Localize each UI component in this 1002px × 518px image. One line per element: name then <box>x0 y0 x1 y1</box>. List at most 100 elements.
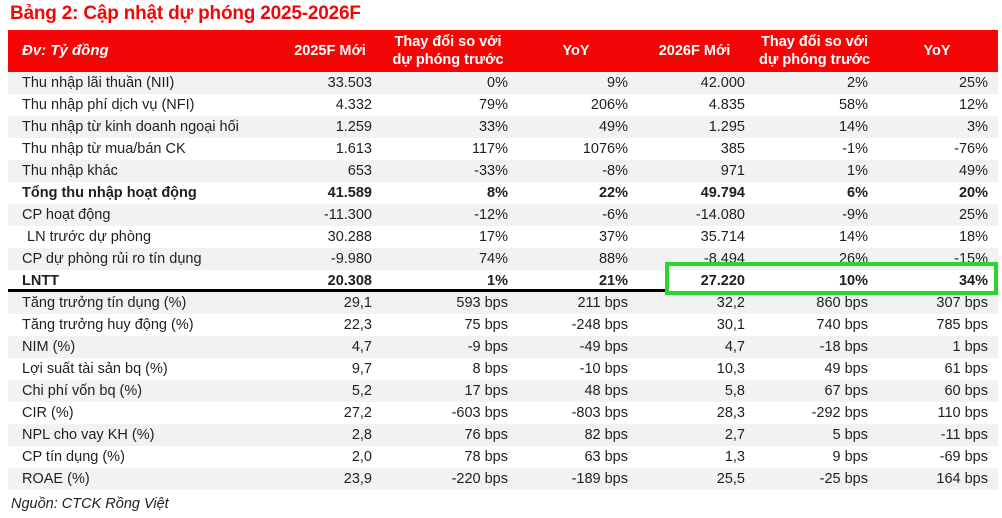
row-label: Thu nhập lãi thuần (NII) <box>22 75 175 91</box>
header-row: Đv: Tỷ đồng 2025F Mới Thay đổi so với dự… <box>8 30 998 72</box>
column-header-change-vs-prev-2: Thay đổi so với dự phóng trước <box>753 30 876 72</box>
cell-change-vs-prev-1: -9 bps <box>467 339 508 355</box>
cell-2026f-new: 4.835 <box>708 97 745 113</box>
cell-change-vs-prev-1: 17 bps <box>464 383 508 399</box>
cell-2025f-new: 30.288 <box>327 229 372 245</box>
cell-change-vs-prev-1: 79% <box>478 97 508 113</box>
cell-change-vs-prev-1: -220 bps <box>451 471 508 487</box>
cell-yoy-1: -10 bps <box>579 361 628 377</box>
cell-yoy-1: -248 bps <box>571 317 628 333</box>
cell-yoy-2: -11 bps <box>940 427 988 443</box>
row-label: Thu nhập từ kinh doanh ngoại hối <box>22 119 239 135</box>
cell-change-vs-prev-1: 74% <box>478 251 508 267</box>
cell-2025f-new: 23,9 <box>343 471 372 487</box>
cell-yoy-2: 164 bps <box>936 471 988 487</box>
forecast-table-grid: Đv: Tỷ đồng 2025F Mới Thay đổi so với dự… <box>8 30 998 490</box>
row-label: Tổng thu nhập hoạt động <box>22 185 197 201</box>
cell-yoy-1: 22% <box>598 185 628 201</box>
table-row: LNTT 20.308 1% 21% 27.220 10% 34% <box>8 270 998 292</box>
row-label: CP tín dụng (%) <box>22 449 125 465</box>
cell-2025f-new: 1.613 <box>335 141 372 157</box>
cell-2026f-new: 5,8 <box>724 383 745 399</box>
row-label: Thu nhập khác <box>22 163 118 179</box>
row-label: Tăng trưởng tín dụng (%) <box>22 295 187 311</box>
cell-2026f-new: 35.714 <box>700 229 745 245</box>
row-label: CIR (%) <box>22 405 74 421</box>
cell-yoy-2: 3% <box>967 119 988 135</box>
cell-yoy-1: 48 bps <box>584 383 628 399</box>
table-row: Chi phí vốn bq (%) 5,2 17 bps 48 bps 5,8 67 b… <box>8 380 998 402</box>
cell-change-vs-prev-2: -9% <box>842 207 868 223</box>
cell-change-vs-prev-2: 14% <box>838 229 868 245</box>
cell-2026f-new: -14.080 <box>695 207 745 223</box>
table-body: Thu nhập lãi thuần (NII) 33.503 0% 9% 42.000… <box>8 72 998 490</box>
cell-2025f-new: 29,1 <box>343 295 372 311</box>
cell-yoy-2: -15% <box>954 251 988 267</box>
cell-yoy-2: 785 bps <box>936 317 988 333</box>
cell-yoy-1: -189 bps <box>571 471 628 487</box>
cell-change-vs-prev-2: 6% <box>847 185 868 201</box>
cell-2025f-new: 4.332 <box>335 97 372 113</box>
cell-2026f-new: 28,3 <box>716 405 745 421</box>
cell-change-vs-prev-2: 14% <box>838 119 868 135</box>
cell-yoy-2: 1 bps <box>952 339 988 355</box>
cell-change-vs-prev-2: 1% <box>847 163 868 179</box>
cell-yoy-2: 60 bps <box>944 383 988 399</box>
cell-change-vs-prev-1: 17% <box>478 229 508 245</box>
table-row: NIM (%) 4,7 -9 bps -49 bps 4,7 -18 bps 1 bps <box>8 336 998 358</box>
cell-2026f-new: 42.000 <box>700 75 745 91</box>
cell-yoy-1: 88% <box>598 251 628 267</box>
cell-yoy-2: 20% <box>958 185 988 201</box>
cell-2026f-new: 385 <box>720 141 745 157</box>
page-title: Bảng 2: Cập nhật dự phóng 2025-2026F <box>10 3 361 24</box>
column-header-yoy-2: YoY <box>876 30 998 72</box>
cell-2026f-new: 25,5 <box>716 471 745 487</box>
cell-2025f-new: 1.259 <box>335 119 372 135</box>
row-label: CP dự phòng rủi ro tín dụng <box>22 251 202 267</box>
cell-2026f-new: 2,7 <box>724 427 745 443</box>
table-row: CP tín dụng (%) 2,0 78 bps 63 bps 1,3 9 bps -6… <box>8 446 998 468</box>
cell-yoy-2: -69 bps <box>939 449 988 465</box>
cell-yoy-2: 307 bps <box>936 295 988 311</box>
table-row: Thu nhập phí dịch vụ (NFI) 4.332 79% 206% 4.… <box>8 94 998 116</box>
cell-change-vs-prev-2: -25 bps <box>819 471 868 487</box>
cell-change-vs-prev-1: 1% <box>487 273 508 289</box>
cell-yoy-1: 63 bps <box>584 449 628 465</box>
column-header-change-vs-prev-1: Thay đổi so với dự phóng trước <box>380 30 516 72</box>
cell-change-vs-prev-2: 26% <box>838 251 868 267</box>
table-row: NPL cho vay KH (%) 2,8 76 bps 82 bps 2,7 5 bp… <box>8 424 998 446</box>
cell-yoy-1: 37% <box>598 229 628 245</box>
cell-change-vs-prev-2: 5 bps <box>832 427 868 443</box>
row-label: Lợi suất tài sản bq (%) <box>22 361 168 377</box>
table-row: Thu nhập lãi thuần (NII) 33.503 0% 9% 42.000… <box>8 72 998 94</box>
table-row: Lợi suất tài sản bq (%) 9,7 8 bps -10 bps 10… <box>8 358 998 380</box>
row-label: LN trước dự phòng <box>27 229 152 245</box>
cell-yoy-1: -803 bps <box>571 405 628 421</box>
row-label: Chi phí vốn bq (%) <box>22 383 143 399</box>
cell-yoy-1: -49 bps <box>579 339 628 355</box>
cell-change-vs-prev-1: -33% <box>474 163 508 179</box>
cell-change-vs-prev-2: -1% <box>842 141 868 157</box>
forecast-table: Đv: Tỷ đồng 2025F Mới Thay đổi so với dự… <box>8 30 998 490</box>
table-row: Tăng trưởng huy động (%) 22,3 75 bps -248 b… <box>8 314 998 336</box>
cell-change-vs-prev-2: -292 bps <box>811 405 868 421</box>
cell-yoy-2: 49% <box>958 163 988 179</box>
cell-yoy-2: 12% <box>958 97 988 113</box>
cell-2025f-new: 33.503 <box>327 75 372 91</box>
cell-change-vs-prev-1: 593 bps <box>456 295 508 311</box>
column-header-2026f-new: 2026F Mới <box>636 30 753 72</box>
table-row: Thu nhập từ mua/bán CK 1.613 117% 1076% 385 -… <box>8 138 998 160</box>
row-label: ROAE (%) <box>22 471 90 487</box>
column-header-2025f-new: 2025F Mới <box>280 30 380 72</box>
cell-2026f-new: 4,7 <box>724 339 745 355</box>
cell-2026f-new: 27.220 <box>700 273 745 289</box>
cell-yoy-2: 110 bps <box>937 405 988 421</box>
cell-yoy-1: -8% <box>602 163 628 179</box>
cell-change-vs-prev-1: -603 bps <box>451 405 508 421</box>
cell-change-vs-prev-1: 75 bps <box>464 317 508 333</box>
cell-change-vs-prev-2: 67 bps <box>824 383 868 399</box>
cell-2025f-new: 653 <box>347 163 372 179</box>
table-row: Thu nhập từ kinh doanh ngoại hối 1.259 33%… <box>8 116 998 138</box>
table-row: Thu nhập khác 653 -33% -8% 971 1% 49% <box>8 160 998 182</box>
cell-yoy-1: 49% <box>598 119 628 135</box>
